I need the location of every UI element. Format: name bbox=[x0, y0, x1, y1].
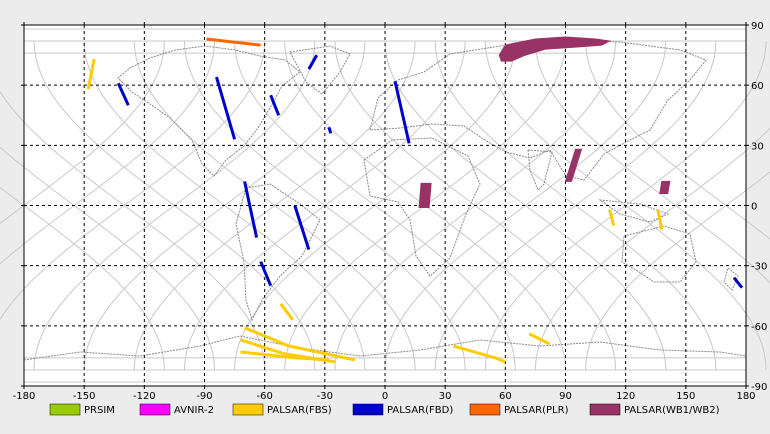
y-tick-label: 60 bbox=[751, 81, 764, 92]
x-tick-label: 60 bbox=[499, 391, 512, 402]
legend-swatch bbox=[589, 403, 621, 416]
legend-label: PALSAR(FBD) bbox=[387, 405, 453, 416]
x-tick-label: -120 bbox=[133, 391, 156, 402]
y-tick-label: -90 bbox=[751, 382, 767, 393]
orbit-track-13-desc bbox=[534, 40, 770, 284]
legend-swatch bbox=[352, 403, 384, 416]
orbit-track-5-desc bbox=[133, 40, 416, 371]
y-axis: 90 60 30 0 -30 -60 -90 bbox=[21, 21, 767, 393]
x-tick-label: 150 bbox=[676, 391, 695, 402]
orbit-track-10-desc bbox=[384, 40, 667, 371]
swath-palsar-fbd-2 bbox=[215, 76, 237, 140]
coastline-new-zealand bbox=[723, 267, 739, 291]
x-tick-label: -180 bbox=[13, 391, 36, 402]
x-tick-label: -30 bbox=[317, 391, 333, 402]
orbit-track-2-desc bbox=[0, 90, 266, 371]
y-tick-label: 30 bbox=[751, 141, 764, 152]
swath-palsar-fbd-4 bbox=[243, 181, 259, 238]
swath-palsar-fbs-8 bbox=[608, 209, 616, 226]
swath-palsar-plr-1 bbox=[206, 37, 261, 47]
data-marks bbox=[86, 36, 744, 364]
legend-label: PALSAR(PLR) bbox=[504, 405, 569, 416]
legend: PRSIM AVNIR-2 PALSAR(FBS) PALSAR(FBD) PALSAR… bbox=[49, 403, 720, 416]
coastline-antarctica bbox=[23, 335, 747, 361]
swath-palsar-wb1-wb2-2 bbox=[564, 148, 583, 182]
swath-palsar-fbs-9 bbox=[656, 209, 664, 230]
swath-palsar-fbs-5 bbox=[240, 350, 329, 362]
orbit-track-14-desc bbox=[585, 40, 770, 240]
legend-label: PRSIM bbox=[84, 405, 115, 416]
y-tick-label: -30 bbox=[751, 262, 767, 273]
gridlines bbox=[24, 25, 746, 386]
coastline-south-america bbox=[235, 183, 321, 322]
y-tick-label: 0 bbox=[751, 202, 757, 213]
x-tick-label: -90 bbox=[196, 391, 212, 402]
y-tick-label: -60 bbox=[751, 322, 767, 333]
coastline-africa bbox=[363, 137, 481, 277]
swath-palsar-fbd-6 bbox=[259, 261, 273, 287]
coastline-australia bbox=[621, 225, 697, 283]
x-tick-label: 0 bbox=[382, 391, 388, 402]
swath-palsar-fbs-2 bbox=[279, 302, 294, 321]
swath-palsar-wb1-wb2-3 bbox=[418, 182, 432, 208]
swath-palsar-wb1-wb2-1 bbox=[498, 36, 612, 62]
swath-palsar-fbs-1 bbox=[86, 58, 96, 90]
swath-palsar-fbd-8 bbox=[307, 54, 319, 70]
legend-swatch bbox=[139, 403, 171, 416]
swath-palsar-fbd-1 bbox=[116, 82, 130, 106]
x-tick-label: -60 bbox=[256, 391, 272, 402]
legend-swatch bbox=[232, 403, 264, 416]
x-tick-label: 90 bbox=[559, 391, 572, 402]
x-tick-label: 180 bbox=[736, 391, 755, 402]
swath-palsar-fbs-3 bbox=[244, 326, 356, 362]
swath-palsar-fbd-5 bbox=[293, 205, 311, 251]
coastline-greenland bbox=[289, 45, 351, 95]
legend-label: AVNIR-2 bbox=[174, 405, 214, 416]
x-axis: -180 -150 -120 -90 -60 -30 0 30 60 90 120 150 180 bbox=[13, 22, 756, 402]
legend-label: PALSAR(FBS) bbox=[267, 405, 332, 416]
swath-palsar-wb1-wb2-4 bbox=[659, 180, 671, 194]
coastlines bbox=[23, 39, 747, 361]
legend-swatch bbox=[469, 403, 501, 416]
legend-swatch bbox=[49, 403, 81, 416]
swath-palsar-fbd-10 bbox=[732, 276, 744, 289]
x-tick-label: 120 bbox=[616, 391, 635, 402]
swath-palsar-fbs-6 bbox=[452, 344, 506, 364]
coastline-india bbox=[527, 149, 553, 191]
coastline-eurasia bbox=[369, 39, 707, 181]
swath-palsar-fbs-7 bbox=[528, 332, 551, 346]
swath-palsar-fbd-7 bbox=[327, 126, 333, 134]
swath-palsar-fbd-3 bbox=[269, 94, 281, 116]
orbit-track-11-desc bbox=[434, 40, 717, 371]
legend-label: PALSAR(WB1/WB2) bbox=[624, 405, 720, 416]
x-tick-label: 30 bbox=[439, 391, 452, 402]
x-tick-label: -150 bbox=[73, 391, 96, 402]
y-tick-label: 90 bbox=[751, 21, 764, 32]
swath-palsar-fbd-9 bbox=[393, 80, 411, 144]
